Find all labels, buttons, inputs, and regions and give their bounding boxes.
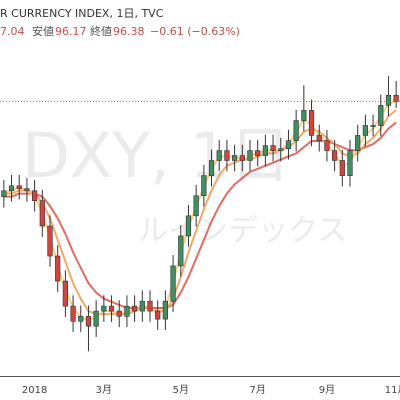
ribbon-line [3,109,397,316]
header-high: 7.04 [0,25,25,38]
candle-body [78,316,84,322]
candle-body [278,148,284,151]
plot [0,76,400,352]
candle-body [55,255,61,282]
candle-body [239,155,245,161]
candle-body [8,185,15,192]
candle-body [339,160,345,176]
x-tick-label: 11月 [385,384,400,396]
candle-body [32,190,38,201]
header-close: 96.38 [113,25,145,38]
candle-body [116,310,122,317]
candle-body [178,235,184,267]
candle-body [393,94,399,102]
x-axis-bg [0,376,400,400]
x-tick-label: 2018 [22,385,47,396]
candle-body [108,305,115,312]
candle-body [1,190,7,197]
candle-body [293,120,299,141]
candle-body [355,135,361,151]
ribbon-line [3,121,397,309]
candle-body [39,200,45,227]
candle-body [216,150,222,161]
x-axis: 2018 3月 5月 7月 9月 11月 [22,384,400,396]
candle-body [201,175,207,197]
x-tick-label: 5月 [173,384,189,396]
symbol-title: R CURRENCY INDEX, 1日, TVC [0,7,164,20]
watermark-symbol: DXY, 1日 [22,119,291,192]
candle-body [124,305,130,317]
candle-body [170,265,176,302]
ribbon-line [3,99,397,322]
candle-body [139,300,145,312]
candle-body [101,305,107,312]
candle-body [24,188,30,192]
candle-body [147,300,153,312]
header: R CURRENCY INDEX, 1日, TVC 7.04 安値 96.17 … [0,7,240,38]
candle-body [255,150,261,156]
candle-body [208,160,215,176]
candle-body [16,185,22,189]
candle-body [316,135,322,141]
watermark-name: ルインデックス [138,214,347,249]
header-change: −0.61 (−0.63%) [150,25,240,38]
candle-body [193,195,199,217]
candle-body [362,125,368,136]
candle-body [162,300,168,320]
candle-body [301,110,307,121]
candle-body [132,305,138,312]
candle-body [332,150,338,161]
header-low-label: 安値 [32,24,54,38]
x-tick-label: 9月 [319,384,335,396]
candle-body [247,150,253,161]
watermark: DXY, 1日 ルインデックス [22,119,347,248]
candle-body [85,316,92,327]
candle-body [370,125,376,127]
candle-body [93,310,99,327]
candle-body [378,105,384,126]
candle-body [262,145,268,156]
candle-body [155,310,161,320]
candle-body [185,215,192,237]
x-tick-label: 3月 [96,384,112,396]
candle-body [224,150,230,161]
candle-body [47,225,53,257]
x-tick-label: 7月 [250,384,266,396]
candle-body [324,140,330,151]
candle-body [347,150,353,176]
candle-body [270,145,276,151]
header-close-label: 終値 [90,24,112,38]
candle-body [385,94,392,106]
candle-body [232,155,238,161]
candle-body [308,110,315,136]
candle-body [285,140,292,150]
candle-body [62,280,68,307]
candle-body [70,305,76,322]
header-low: 96.17 [55,25,87,38]
